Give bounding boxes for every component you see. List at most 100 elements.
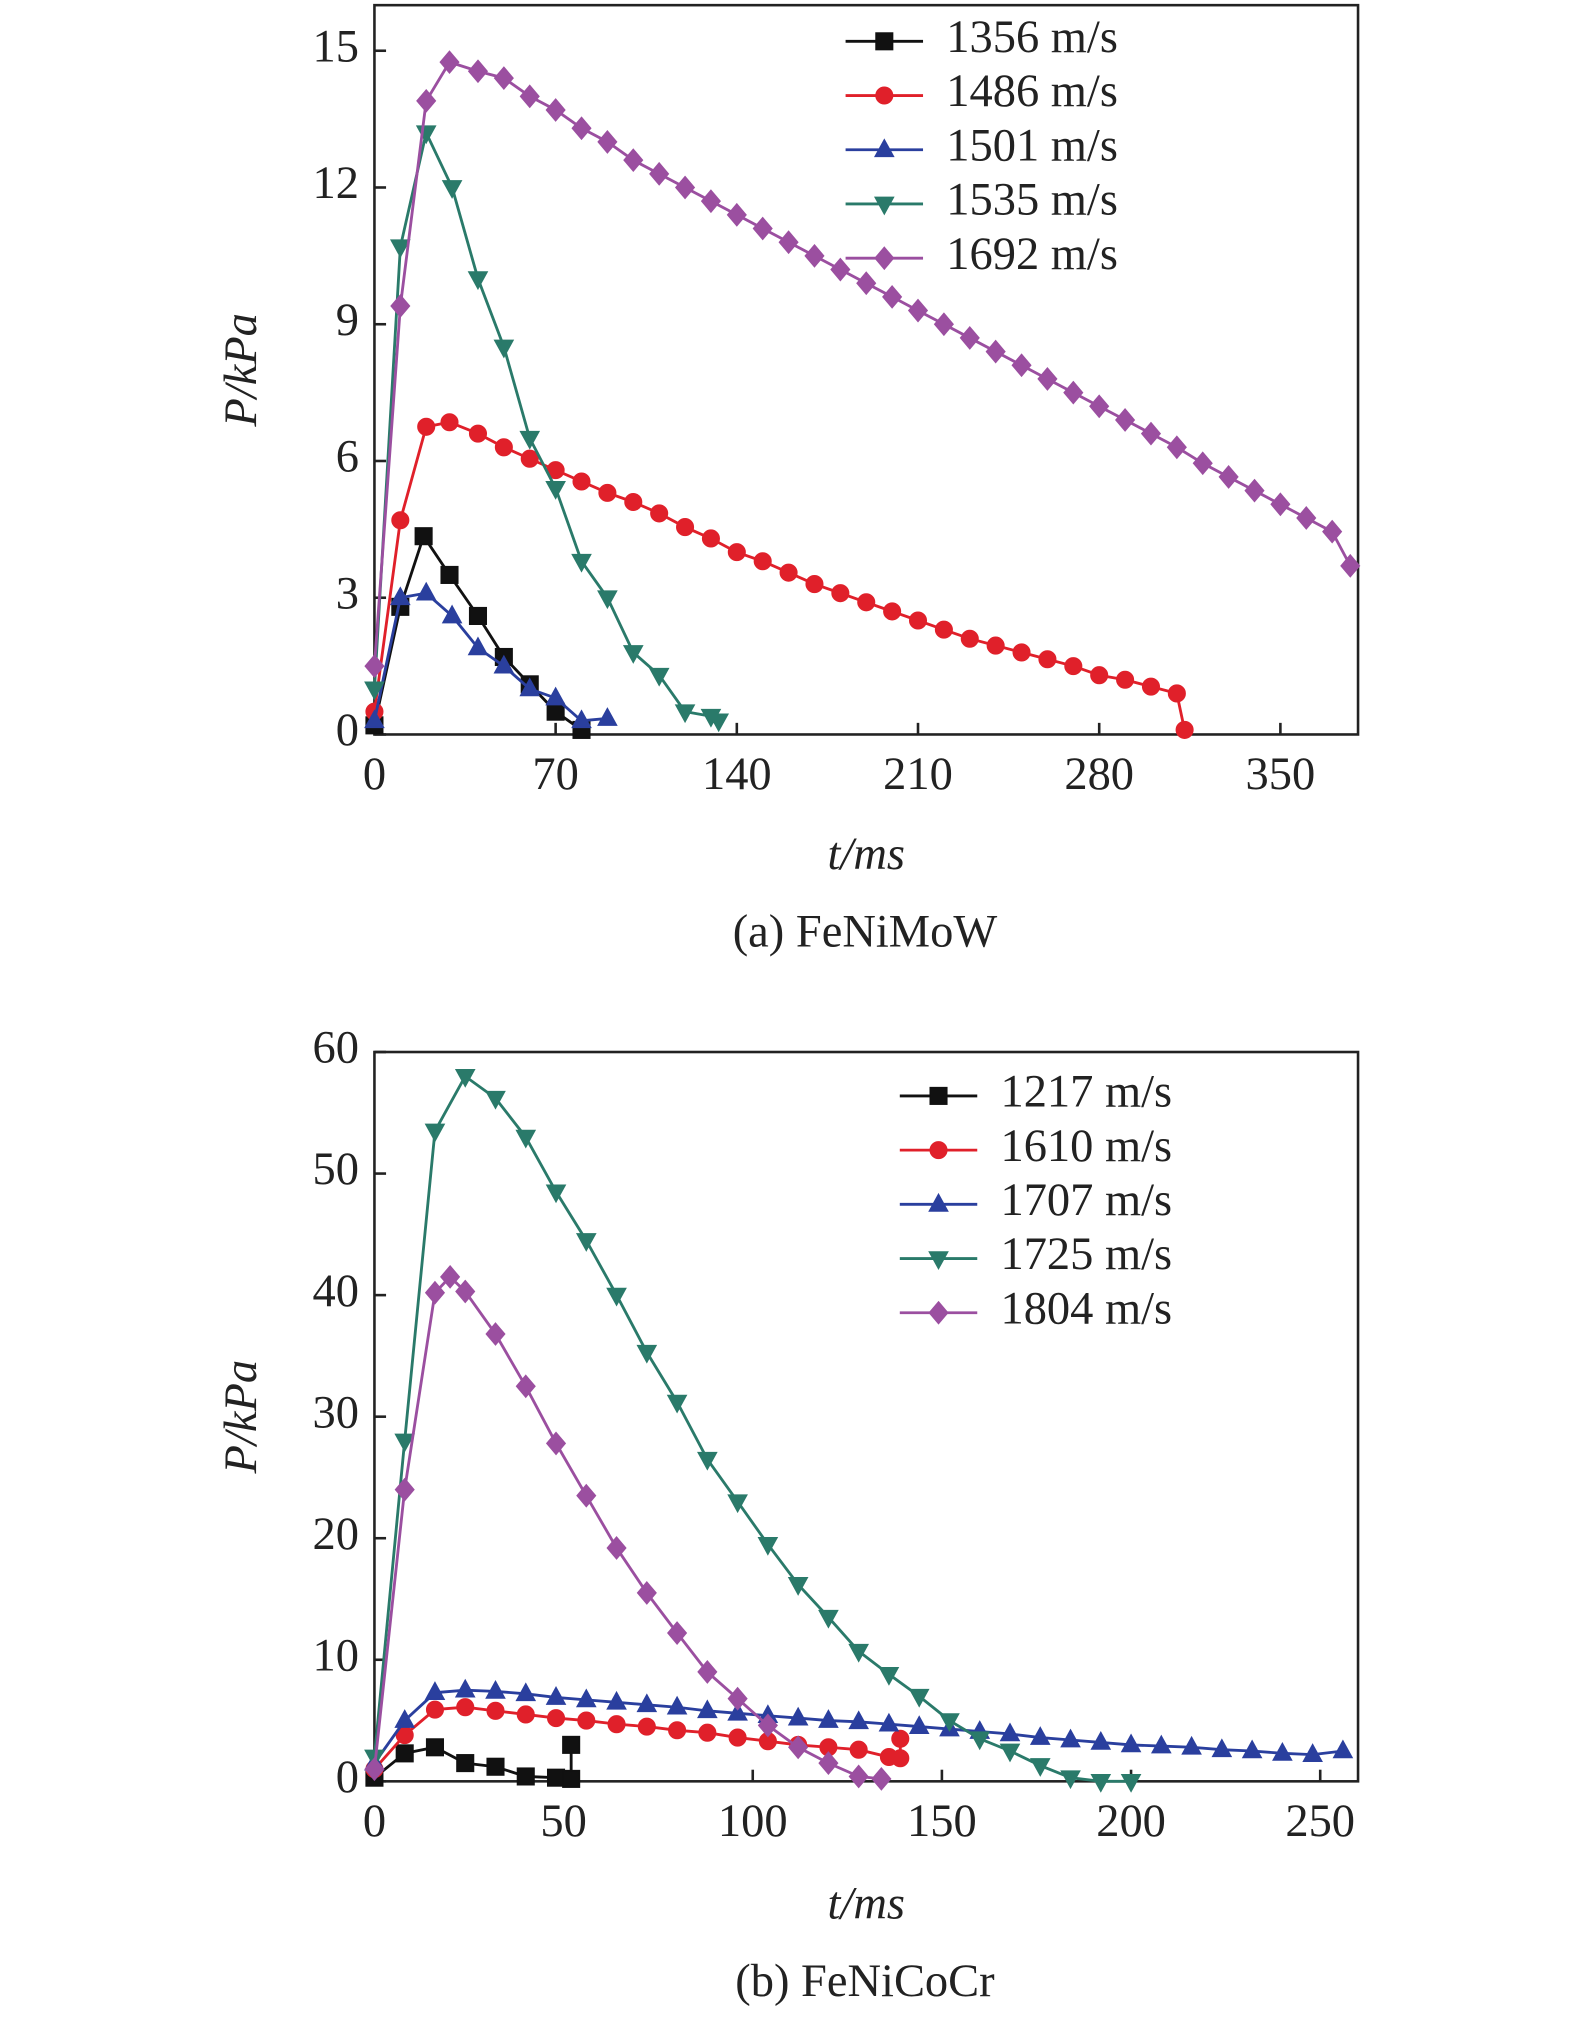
data-point bbox=[546, 1768, 566, 1787]
data-point bbox=[364, 1757, 385, 1782]
data-point bbox=[597, 130, 618, 154]
data-point bbox=[485, 1679, 506, 1699]
data-point bbox=[624, 492, 643, 512]
y-tick-label: 10 bbox=[312, 1630, 358, 1681]
data-point bbox=[674, 175, 696, 200]
data-point bbox=[804, 243, 825, 268]
data-point bbox=[486, 1757, 505, 1776]
data-point bbox=[545, 686, 566, 706]
data-point bbox=[666, 1695, 688, 1715]
data-point bbox=[1332, 1739, 1354, 1759]
data-point bbox=[1181, 1735, 1202, 1755]
data-point bbox=[485, 1090, 506, 1110]
y-tick-label: 60 bbox=[312, 1023, 358, 1074]
data-point bbox=[424, 1123, 446, 1143]
data-point bbox=[636, 1693, 658, 1713]
data-point bbox=[848, 1643, 869, 1663]
data-point bbox=[1322, 519, 1343, 544]
data-point bbox=[818, 1751, 839, 1776]
y-tick-label: 6 bbox=[336, 432, 359, 483]
data-point bbox=[985, 339, 1006, 364]
data-point bbox=[519, 430, 541, 450]
y-axis-label: P/kPa bbox=[216, 313, 267, 428]
data-point bbox=[891, 1729, 910, 1748]
data-point bbox=[849, 1740, 868, 1759]
data-point bbox=[391, 511, 410, 530]
data-point bbox=[456, 1698, 475, 1717]
x-axis-label: t/ms bbox=[828, 1878, 905, 1929]
data-point bbox=[606, 1287, 627, 1307]
data-point bbox=[577, 1711, 596, 1730]
y-tick-label: 0 bbox=[336, 705, 359, 756]
legend-marker bbox=[929, 1086, 948, 1105]
data-point bbox=[908, 1688, 930, 1708]
legend-marker bbox=[928, 1192, 949, 1212]
y-tick-label: 50 bbox=[312, 1144, 358, 1195]
data-point bbox=[805, 575, 824, 594]
data-point bbox=[545, 1184, 567, 1204]
data-point bbox=[571, 116, 592, 141]
data-point bbox=[934, 620, 953, 639]
data-point bbox=[485, 1322, 506, 1346]
data-point bbox=[440, 1264, 461, 1289]
data-point bbox=[425, 1700, 445, 1719]
data-point bbox=[857, 593, 876, 612]
data-point bbox=[727, 543, 746, 562]
data-point bbox=[571, 709, 592, 729]
data-point bbox=[395, 1744, 414, 1763]
legend-marker bbox=[875, 32, 894, 51]
data-point bbox=[818, 1709, 839, 1728]
data-point bbox=[424, 1681, 446, 1700]
caption: (a) FeNiMoW bbox=[733, 906, 998, 957]
data-point bbox=[575, 1688, 597, 1708]
data-point bbox=[456, 1754, 475, 1773]
data-point bbox=[606, 1690, 627, 1710]
data-point bbox=[545, 1686, 567, 1705]
data-point bbox=[1090, 1731, 1112, 1750]
data-point bbox=[394, 1709, 416, 1728]
data-point bbox=[562, 1735, 581, 1754]
data-point bbox=[424, 1280, 446, 1305]
data-point bbox=[1089, 394, 1110, 419]
legend-label: 1486 m/s bbox=[946, 66, 1118, 117]
data-point bbox=[454, 1678, 476, 1698]
data-point bbox=[788, 1735, 809, 1760]
data-point bbox=[1141, 677, 1161, 696]
x-tick-label: 70 bbox=[532, 749, 578, 800]
data-point bbox=[467, 636, 489, 656]
data-point bbox=[883, 602, 902, 621]
data-point bbox=[1120, 1733, 1142, 1753]
data-point bbox=[878, 1667, 900, 1686]
data-point bbox=[1090, 666, 1109, 685]
legend-label: 1217 m/s bbox=[1000, 1067, 1172, 1118]
data-point bbox=[1167, 684, 1186, 703]
data-point bbox=[515, 1374, 536, 1399]
data-point bbox=[959, 326, 980, 350]
data-point bbox=[708, 713, 730, 733]
data-point bbox=[848, 1710, 869, 1730]
data-point bbox=[831, 584, 850, 603]
data-point bbox=[907, 298, 929, 323]
data-point bbox=[818, 1609, 839, 1629]
y-tick-label: 20 bbox=[312, 1509, 358, 1560]
data-point bbox=[1270, 492, 1291, 517]
data-point bbox=[700, 189, 722, 214]
y-tick-label: 40 bbox=[312, 1266, 358, 1317]
data-point bbox=[545, 98, 566, 122]
data-point bbox=[519, 84, 540, 109]
data-point bbox=[1063, 380, 1084, 405]
x-axis-label: t/ms bbox=[828, 829, 905, 880]
plot-frame bbox=[373, 1050, 1360, 1783]
data-point bbox=[415, 581, 437, 601]
data-point bbox=[999, 1722, 1021, 1742]
series-line bbox=[373, 60, 1352, 667]
y-tick-label: 3 bbox=[336, 568, 359, 619]
data-point bbox=[674, 704, 696, 724]
data-point bbox=[697, 1699, 718, 1719]
data-point bbox=[753, 552, 772, 571]
x-tick-label: 50 bbox=[540, 1796, 586, 1847]
data-point bbox=[417, 417, 436, 436]
data-point bbox=[1012, 643, 1031, 662]
data-point bbox=[939, 1713, 960, 1732]
